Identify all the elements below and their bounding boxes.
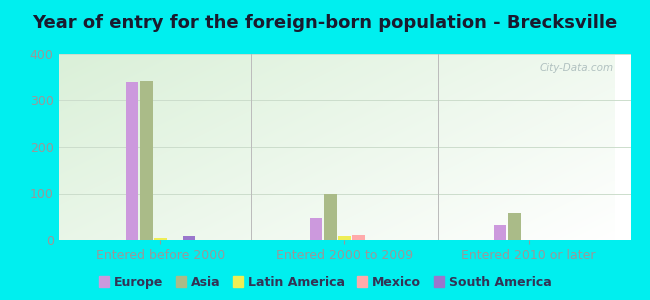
Bar xyxy=(338,236,351,240)
Bar xyxy=(126,82,138,240)
Text: City-Data.com: City-Data.com xyxy=(540,63,614,73)
Bar xyxy=(494,225,506,240)
Bar xyxy=(352,235,365,240)
Bar xyxy=(140,80,153,240)
Text: Year of entry for the foreign-born population - Brecksville: Year of entry for the foreign-born popul… xyxy=(32,14,617,32)
Bar xyxy=(154,238,166,240)
Bar xyxy=(324,194,337,240)
Bar xyxy=(508,213,521,240)
Bar xyxy=(310,218,322,240)
Bar xyxy=(183,236,195,240)
Legend: Europe, Asia, Latin America, Mexico, South America: Europe, Asia, Latin America, Mexico, Sou… xyxy=(94,271,556,294)
